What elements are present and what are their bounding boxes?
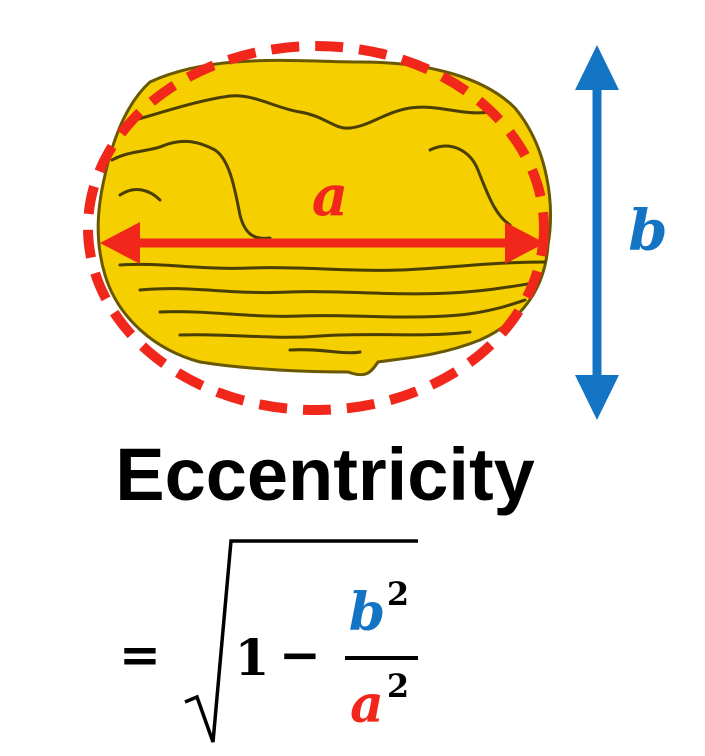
minor-axis-bottom-arrowhead	[575, 375, 619, 420]
major-axis-arrow	[100, 222, 545, 264]
numerator-b: b	[349, 582, 385, 643]
eccentricity-formula: = 1 − b 2 a 2	[119, 539, 418, 743]
sqrt-radical	[184, 539, 418, 743]
numerator-exponent: 2	[387, 575, 409, 613]
major-axis-left-arrowhead	[100, 222, 140, 264]
denominator-a: a	[350, 674, 384, 735]
formula-minus: −	[279, 625, 321, 684]
minor-axis-top-arrowhead	[575, 45, 619, 90]
cell-body	[96, 58, 552, 377]
diagram-title: Eccentricity	[115, 433, 535, 516]
minor-axis-arrow	[575, 45, 619, 420]
major-axis-right-arrowhead	[505, 222, 545, 264]
formula-one: 1	[235, 628, 270, 687]
fitted-ellipse	[83, 41, 549, 415]
formula-equals-sign: =	[119, 625, 161, 684]
cell-wrinkles	[110, 94, 547, 355]
minor-axis-label: b	[628, 198, 667, 264]
denominator-exponent: 2	[387, 667, 409, 705]
major-axis-label: a	[312, 163, 348, 229]
cell-shape	[96, 58, 552, 377]
